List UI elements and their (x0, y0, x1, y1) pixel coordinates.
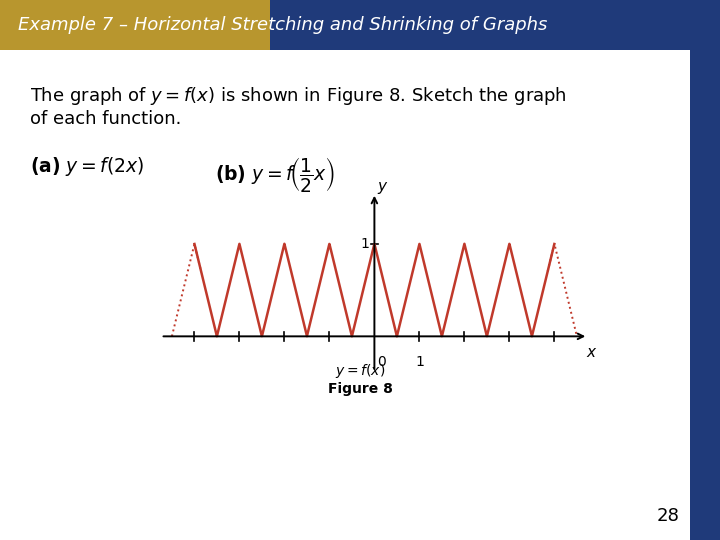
Text: 1: 1 (415, 355, 424, 369)
Bar (270, 0, 720, 50)
Text: 0: 0 (377, 355, 385, 369)
Bar (690, 50, 720, 540)
Text: $x$: $x$ (585, 345, 597, 360)
Text: 1: 1 (360, 237, 369, 251)
Text: of each function.: of each function. (30, 110, 181, 128)
Text: Figure 8: Figure 8 (328, 382, 392, 396)
Text: The graph of $y = f(x)$ is shown in Figure 8. Sketch the graph: The graph of $y = f(x)$ is shown in Figu… (30, 85, 567, 107)
Text: $\mathbf{(a)}$ $y = f(2x)$: $\mathbf{(a)}$ $y = f(2x)$ (30, 155, 145, 178)
Bar (0, 0, 270, 50)
Text: $\mathbf{(b)}$ $y = f\!\left(\dfrac{1}{2}x\right)$: $\mathbf{(b)}$ $y = f\!\left(\dfrac{1}{2… (215, 155, 336, 194)
Text: $y$: $y$ (377, 180, 388, 196)
Text: Example 7 – Horizontal Stretching and Shrinking of Graphs: Example 7 – Horizontal Stretching and Sh… (18, 16, 547, 34)
Text: 28: 28 (657, 507, 680, 525)
Text: $y = f(x)$: $y = f(x)$ (335, 362, 385, 380)
